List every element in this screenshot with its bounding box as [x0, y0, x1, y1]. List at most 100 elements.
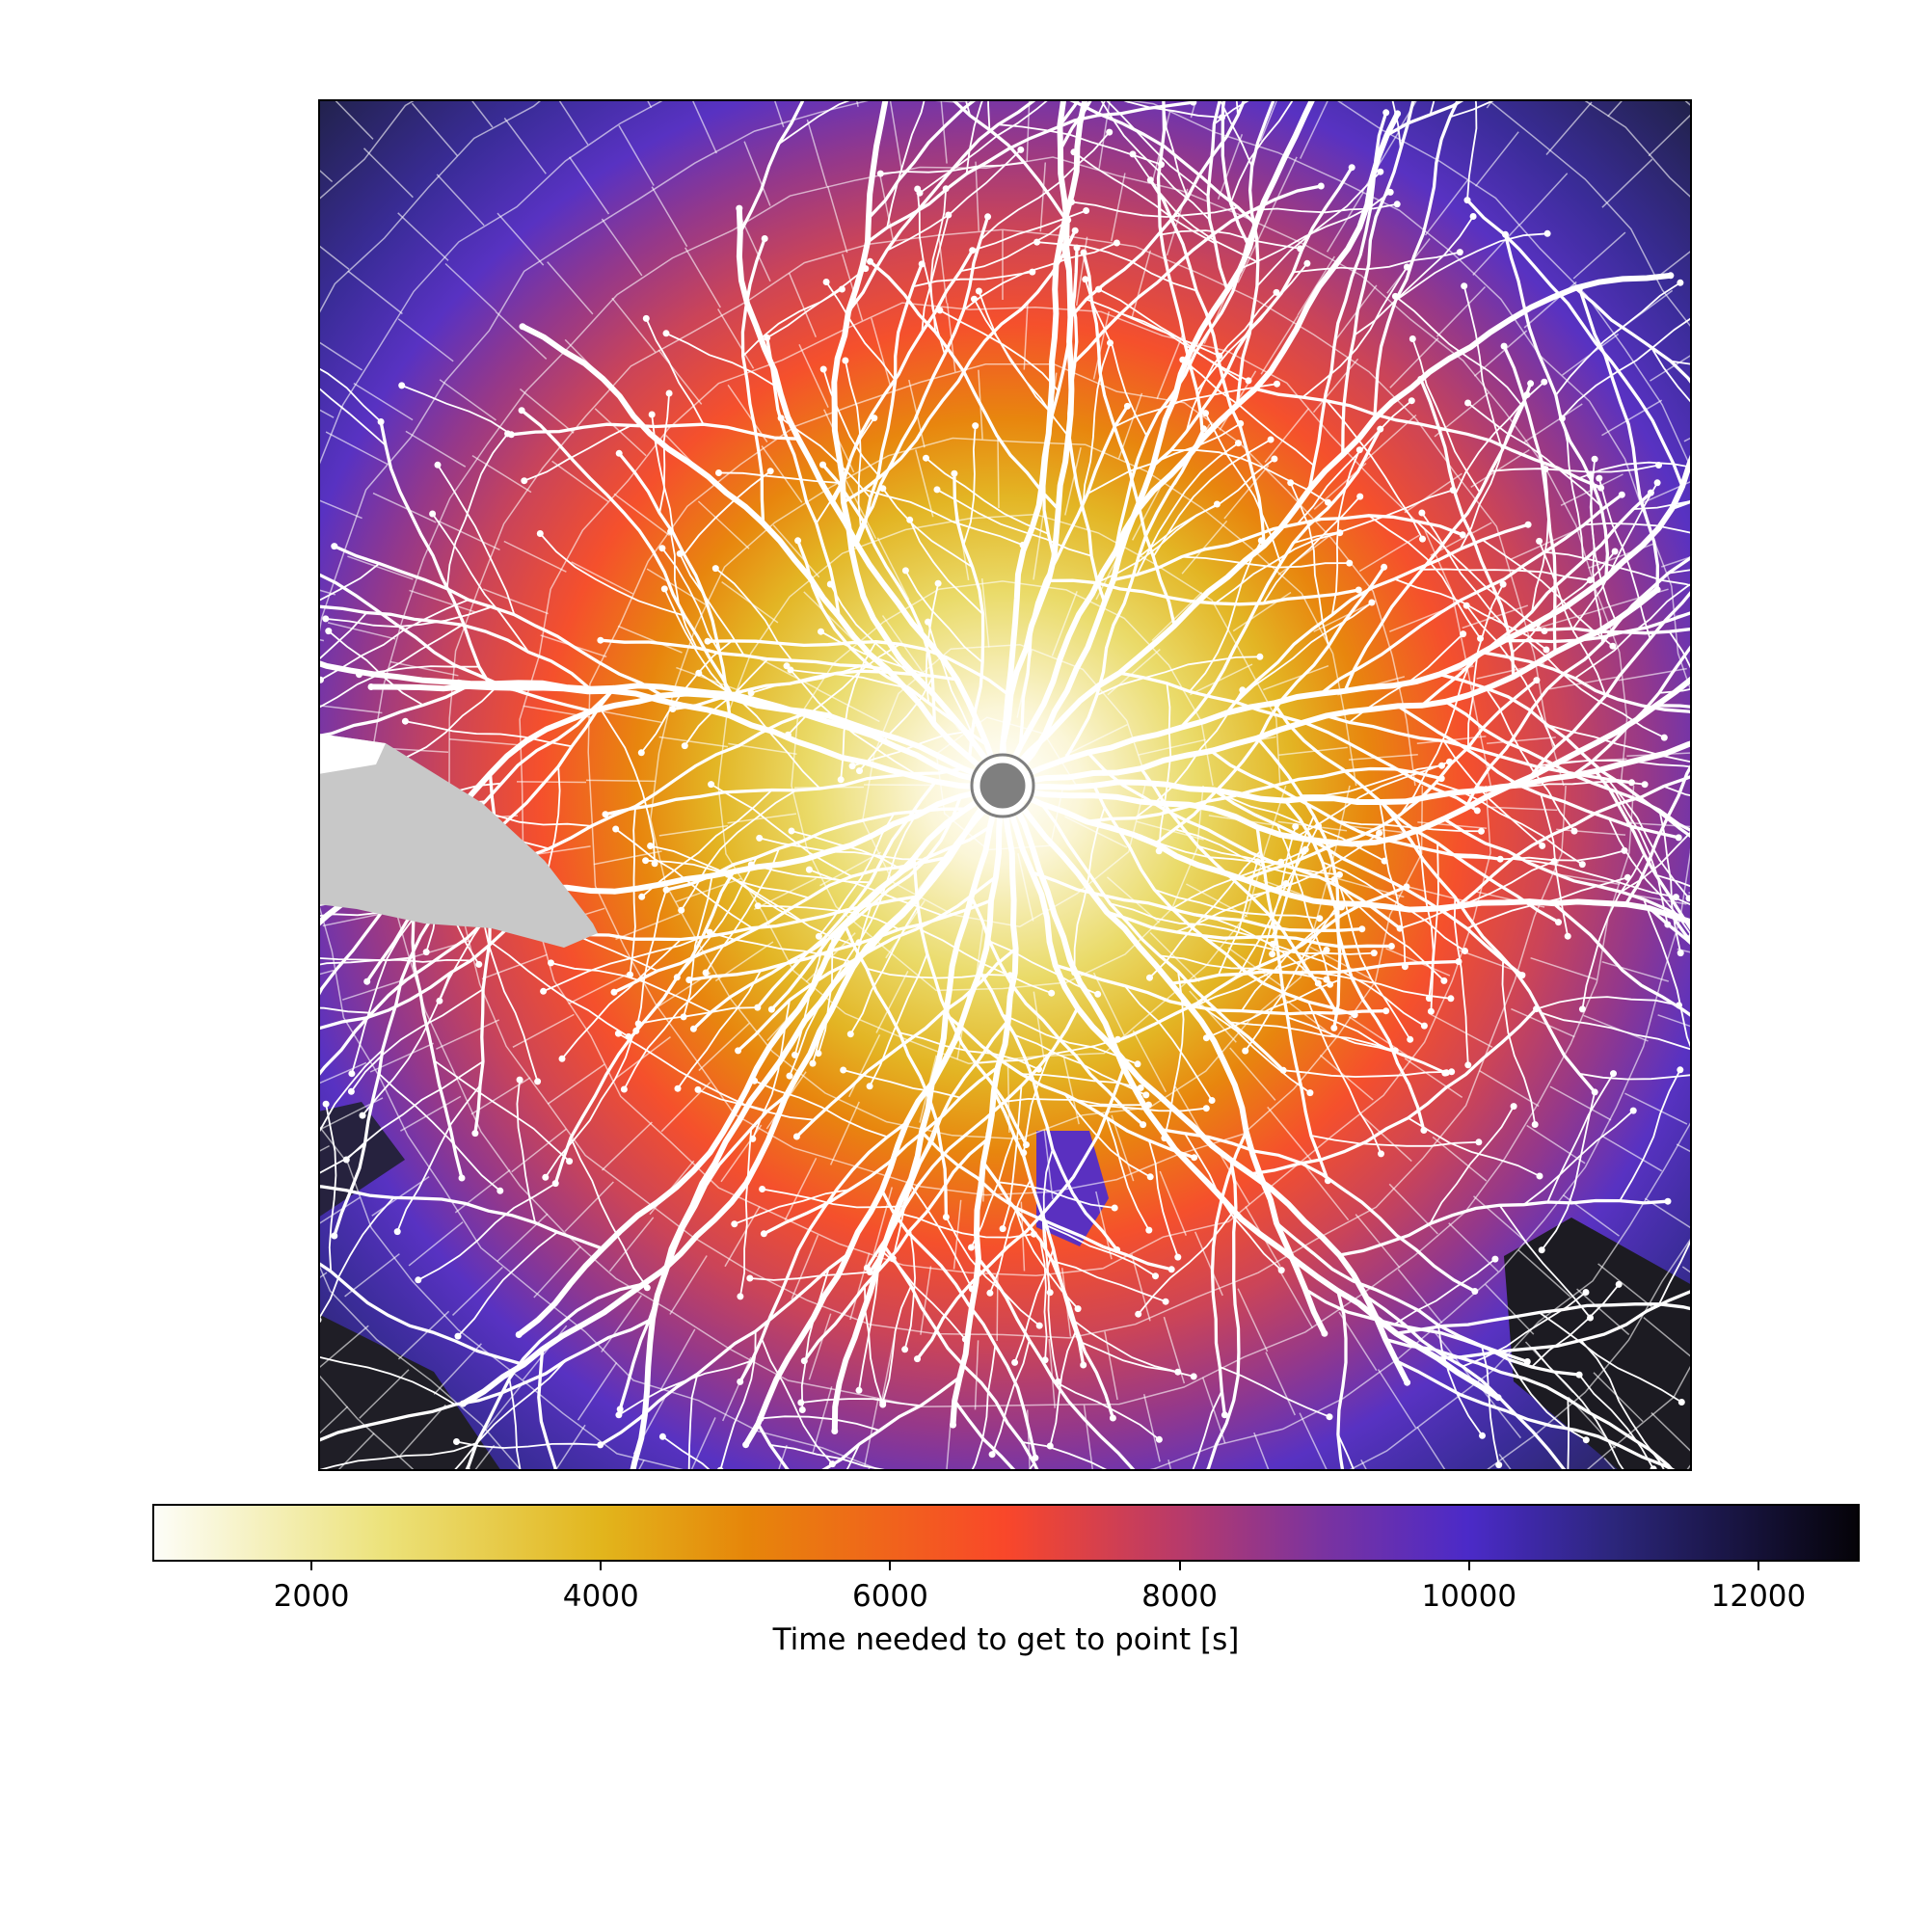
sample-point — [1446, 758, 1453, 765]
route-segment — [1545, 724, 1692, 763]
route-segment — [886, 99, 926, 229]
cell-edge — [1644, 1197, 1692, 1230]
sample-point — [1071, 969, 1079, 977]
route-segment — [318, 1049, 384, 1136]
sample-point — [516, 1076, 523, 1084]
route-segment — [345, 1060, 484, 1161]
cell-edge — [448, 737, 519, 746]
sample-point — [1420, 1127, 1428, 1134]
route-segment — [318, 1317, 655, 1443]
sample-point — [906, 516, 914, 523]
route-segment — [866, 967, 1011, 979]
route-segment — [1258, 825, 1297, 968]
cell-edge — [819, 851, 882, 887]
route-segment — [750, 663, 869, 694]
sample-point — [1550, 858, 1558, 865]
sample-point — [1533, 677, 1541, 684]
route-segment — [1573, 582, 1692, 680]
sample-point — [879, 1399, 887, 1406]
sample-point — [1251, 219, 1259, 227]
sample-point — [1477, 634, 1484, 642]
route-segment — [916, 188, 937, 334]
sample-point — [1269, 940, 1276, 948]
sample-point — [658, 1433, 666, 1440]
sample-point — [348, 1070, 356, 1078]
cell-edge — [1487, 736, 1556, 744]
route-segment — [1159, 1128, 1477, 1294]
route-segment — [1046, 578, 1360, 606]
sample-point — [754, 1004, 762, 1011]
route-segment — [1180, 555, 1351, 569]
cell-edge — [889, 100, 902, 170]
route-segment — [991, 1339, 1031, 1456]
sample-point — [1536, 1172, 1543, 1180]
sample-point — [1541, 628, 1548, 634]
sample-point — [1466, 659, 1474, 666]
route-segment — [1307, 1001, 1382, 1155]
cell-edge — [1075, 236, 1088, 307]
route-segment — [431, 513, 530, 654]
sample-point — [818, 628, 824, 635]
sample-point — [756, 834, 764, 842]
cell-edge — [1051, 591, 1078, 656]
sample-point — [1030, 1230, 1037, 1238]
cell-edge — [1033, 991, 1045, 1060]
route-segment — [550, 962, 712, 1013]
sample-point — [1621, 846, 1628, 854]
cell-edge — [571, 561, 633, 595]
sample-point — [1146, 1173, 1154, 1181]
sample-point — [401, 717, 409, 725]
cell-edge — [1033, 511, 1045, 580]
sample-point — [1216, 352, 1223, 360]
cell-edge — [920, 1266, 932, 1335]
cell-edge — [454, 1169, 511, 1214]
sample-point — [787, 666, 794, 674]
route-segment — [921, 929, 1053, 995]
cell-edge — [1477, 1382, 1521, 1439]
route-segment — [1570, 642, 1692, 778]
route-segment — [1210, 1130, 1248, 1417]
route-segment — [885, 148, 1022, 252]
sample-point — [746, 1274, 754, 1282]
sample-point — [1035, 1322, 1043, 1329]
route-segment — [992, 1089, 1086, 1367]
route-segment — [455, 1440, 602, 1449]
sample-point — [1221, 1411, 1228, 1419]
route-segment — [1489, 464, 1660, 473]
sample-point — [1155, 1435, 1163, 1443]
cell-edge — [1062, 1056, 1080, 1125]
sample-point — [764, 334, 771, 341]
sample-point — [1080, 249, 1087, 256]
cell-edge — [864, 1397, 879, 1466]
route-segment — [1415, 521, 1545, 632]
colorbar-tick-label: 2000 — [273, 1579, 350, 1614]
cell-edge — [808, 1313, 832, 1380]
route-segment — [929, 187, 948, 356]
sample-point — [548, 959, 554, 967]
sample-point — [1200, 425, 1207, 433]
sample-point — [1336, 529, 1344, 537]
sample-point — [984, 213, 992, 221]
sample-point — [708, 781, 715, 789]
sample-point — [1059, 243, 1066, 251]
sample-point — [737, 1378, 744, 1385]
route-segment — [1503, 232, 1610, 580]
sample-point — [901, 567, 909, 575]
cell-edge — [615, 913, 681, 940]
cell-edge — [1359, 1113, 1412, 1163]
sample-point — [831, 1428, 839, 1434]
sample-point — [1539, 842, 1546, 849]
sample-point — [1167, 1266, 1175, 1273]
route-segment — [1437, 672, 1692, 840]
route-segment — [812, 904, 872, 1064]
route-segment — [1453, 896, 1469, 1066]
route-segment — [1020, 1073, 1142, 1089]
route-segment — [920, 1130, 1173, 1272]
sample-point — [1479, 1432, 1486, 1439]
route-segment — [640, 640, 733, 754]
sample-point — [1239, 686, 1247, 694]
sample-point — [359, 1111, 366, 1119]
sample-point — [731, 1220, 738, 1228]
route-segment — [882, 1244, 1040, 1471]
sample-point — [1267, 436, 1275, 443]
